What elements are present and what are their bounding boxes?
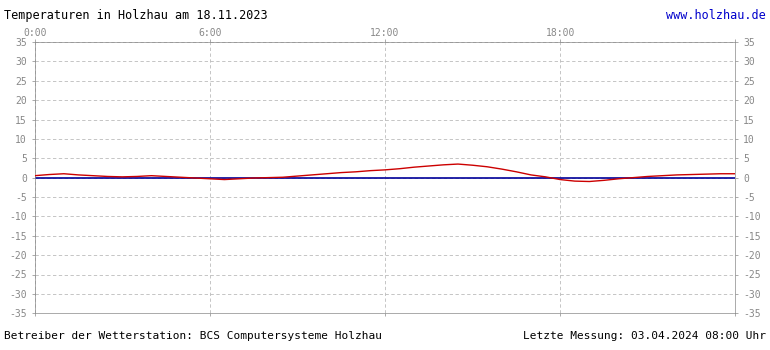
Text: www.holzhau.de: www.holzhau.de: [666, 9, 766, 22]
Text: Temperaturen in Holzhau am 18.11.2023: Temperaturen in Holzhau am 18.11.2023: [4, 9, 267, 22]
Text: Betreiber der Wetterstation: BCS Computersysteme Holzhau: Betreiber der Wetterstation: BCS Compute…: [4, 331, 382, 341]
Text: Letzte Messung: 03.04.2024 08:00 Uhr: Letzte Messung: 03.04.2024 08:00 Uhr: [523, 331, 766, 341]
